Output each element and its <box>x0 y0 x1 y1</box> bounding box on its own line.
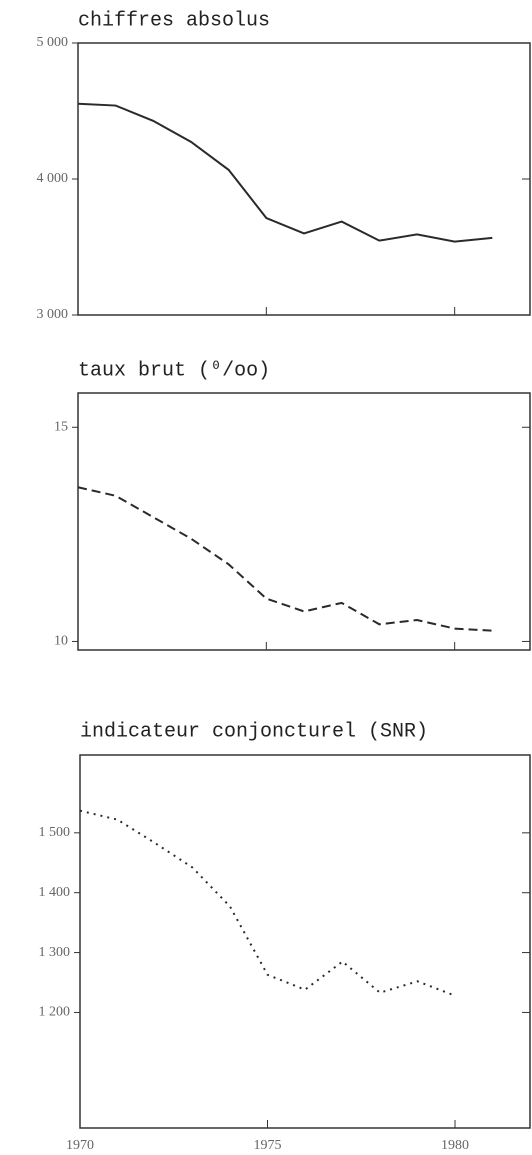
y-tick-label: 15 <box>54 419 68 434</box>
y-tick-label: 1 500 <box>39 825 71 840</box>
y-tick-label: 10 <box>54 634 68 649</box>
chart-title: indicateur conjoncturel (SNR) <box>80 720 428 743</box>
data-line <box>77 486 493 632</box>
y-tick-label: 1 200 <box>39 1005 71 1020</box>
y-tick-label: 3 000 <box>37 307 69 322</box>
x-tick-label: 1970 <box>66 1138 94 1153</box>
frame <box>77 392 531 651</box>
x-tick-label: 1975 <box>254 1138 282 1153</box>
frame <box>79 754 531 1129</box>
data-line <box>79 809 456 997</box>
x-tick-label: 1980 <box>441 1138 469 1153</box>
data-line <box>77 102 493 243</box>
frame <box>77 42 531 316</box>
chart-title: taux brut (⁰/oo) <box>78 359 270 382</box>
y-tick-label: 4 000 <box>37 171 69 186</box>
y-tick-label: 1 300 <box>39 945 71 960</box>
y-tick-label: 1 400 <box>39 885 71 900</box>
chart-title: chiffres absolus <box>78 9 270 32</box>
y-tick-label: 5 000 <box>37 35 69 50</box>
